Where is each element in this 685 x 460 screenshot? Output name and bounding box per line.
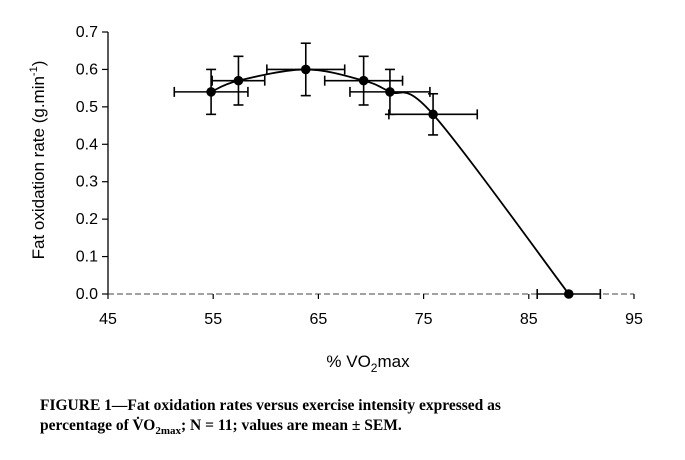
caption-line-2: percentage of V̇O2max; N = 11; values ar…: [40, 417, 402, 438]
axes: [107, 32, 634, 295]
x-tick-label: 65: [310, 311, 328, 328]
chart: 0.0 0.1 0.2 0.3 0.4 0.5 0.6 0.7 45 55 65 75 85 95 % V…: [28, 24, 643, 375]
data-point: [428, 109, 438, 120]
data-point: [563, 289, 574, 299]
x-tick-label: 95: [625, 311, 643, 328]
data-point: [358, 75, 369, 86]
ticks: 0.0 0.1 0.2 0.3 0.4 0.5 0.6 0.7 45 55 65 75 85 95: [76, 24, 643, 328]
y-tick-label: 0.7: [76, 24, 98, 41]
x-tick-label: 45: [99, 311, 117, 328]
y-tick-label: 0.6: [76, 61, 98, 78]
y-tick-label: 0.3: [76, 174, 98, 191]
data-point: [385, 87, 395, 97]
data-point: [233, 75, 244, 86]
x-tick-label: 85: [520, 311, 538, 328]
x-tick-label: 55: [204, 311, 222, 328]
caption-line-1: FIGURE 1—Fat oxidation rates versus exer…: [40, 397, 501, 414]
y-tick-label: 0.2: [76, 211, 98, 228]
y-tick-label: 0.4: [76, 136, 98, 153]
x-tick-label: 75: [415, 311, 433, 328]
x-axis-label: % VO2max: [326, 352, 410, 375]
y-tick-label: 0.5: [76, 99, 98, 116]
data-points: [206, 64, 574, 299]
data-point: [300, 64, 311, 75]
data-point: [206, 87, 216, 97]
y-tick-label: 0.1: [76, 249, 98, 266]
y-axis-label: Fat oxidation rate (g.min-1): [28, 61, 48, 260]
figure-caption: FIGURE 1—Fat oxidation rates versus exer…: [40, 396, 650, 441]
y-tick-label: 0.0: [76, 286, 98, 303]
